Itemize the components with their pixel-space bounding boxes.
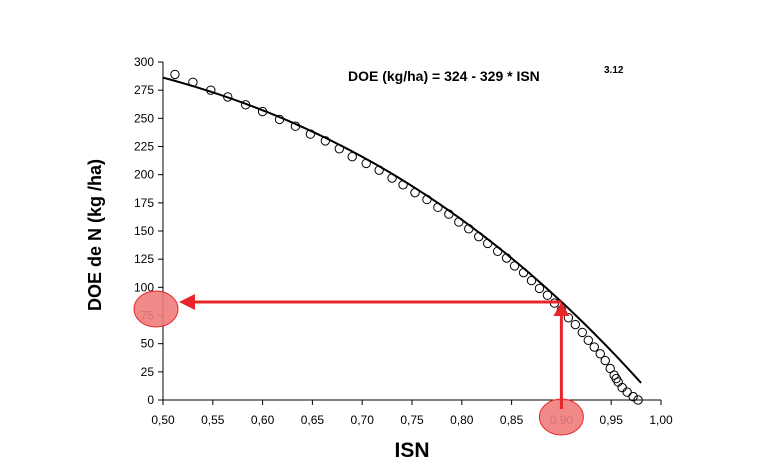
data-point	[305, 129, 316, 139]
data-point	[628, 391, 638, 402]
data-point	[206, 85, 216, 95]
data-point	[492, 246, 503, 256]
data-point	[290, 121, 301, 131]
x-tick-label: 0,65	[301, 413, 325, 427]
y-tick-label: 0	[147, 393, 154, 407]
y-highlight-ellipse	[133, 290, 179, 328]
data-point	[589, 342, 599, 352]
x-tick-label: 0,55	[201, 413, 225, 427]
data-point	[454, 217, 464, 227]
data-point	[188, 77, 198, 87]
y-tick-label: 125	[134, 252, 154, 266]
data-point	[583, 335, 593, 345]
data-point	[622, 387, 632, 397]
data-point	[274, 114, 285, 125]
x-tick-label: 0,70	[351, 413, 375, 427]
data-point	[605, 363, 615, 374]
fit-curve	[162, 76, 642, 384]
data-point	[320, 136, 331, 146]
data-point	[526, 275, 537, 286]
data-point	[518, 267, 529, 278]
x-tick-label: 1,00	[649, 413, 673, 427]
data-point	[534, 283, 545, 294]
y-tick-label: 200	[134, 168, 154, 182]
annotation-arrows	[179, 293, 570, 409]
x-tick-label: 0,85	[500, 413, 524, 427]
data-point	[474, 231, 484, 242]
data-points	[170, 69, 643, 405]
data-point	[257, 106, 268, 117]
y-tick-label: 250	[134, 111, 154, 125]
data-point	[563, 313, 574, 323]
y-axis-title: DOE de N (kg /ha)	[85, 159, 105, 311]
data-point	[223, 92, 233, 102]
x-tick-label: 0,50	[151, 413, 175, 427]
data-point	[334, 144, 344, 154]
data-point	[600, 355, 610, 366]
y-tick-label: 225	[134, 140, 154, 154]
data-point	[410, 187, 420, 198]
data-point	[542, 290, 553, 300]
y-tick-label: 175	[134, 196, 154, 210]
data-point	[240, 100, 251, 110]
axes	[162, 62, 661, 401]
x-tick-label: 0,80	[450, 413, 474, 427]
x-tick-label: 0,75	[400, 413, 424, 427]
data-point	[577, 327, 588, 338]
tick-labels: 0,500,550,600,650,700,750,800,850,900,95…	[134, 55, 673, 427]
data-point	[482, 238, 493, 249]
data-point	[501, 253, 512, 263]
horizontal-arrowhead	[179, 293, 195, 310]
y-tick-label: 300	[134, 55, 154, 69]
fit-curve-line	[162, 76, 642, 384]
data-point	[464, 224, 474, 234]
data-point	[347, 151, 357, 162]
equation-exponent: 3.12	[604, 65, 624, 76]
data-point	[398, 180, 408, 190]
data-point	[170, 69, 180, 80]
y-tick-label: 25	[141, 365, 155, 379]
data-point	[595, 349, 605, 359]
equation-text: DOE (kg/ha) = 324 - 329 * ISN	[348, 68, 540, 84]
x-axis-title: ISN	[394, 439, 429, 462]
data-point	[633, 395, 643, 405]
y-tick-label: 275	[134, 83, 154, 97]
y-tick-label: 150	[134, 224, 154, 238]
annotation-highlights	[133, 290, 584, 436]
data-point	[570, 319, 581, 330]
data-point	[509, 261, 520, 271]
vertical-arrowhead	[553, 301, 570, 316]
data-point	[617, 382, 627, 393]
data-point	[422, 194, 432, 205]
y-tick-label: 100	[134, 280, 154, 294]
x-tick-label: 0,95	[600, 413, 624, 427]
data-point	[444, 209, 454, 219]
y-tick-label: 50	[141, 337, 155, 351]
data-point	[433, 202, 443, 213]
data-point	[387, 173, 397, 183]
x-tick-label: 0,60	[251, 413, 275, 427]
data-point	[361, 158, 371, 169]
data-point	[374, 165, 384, 175]
